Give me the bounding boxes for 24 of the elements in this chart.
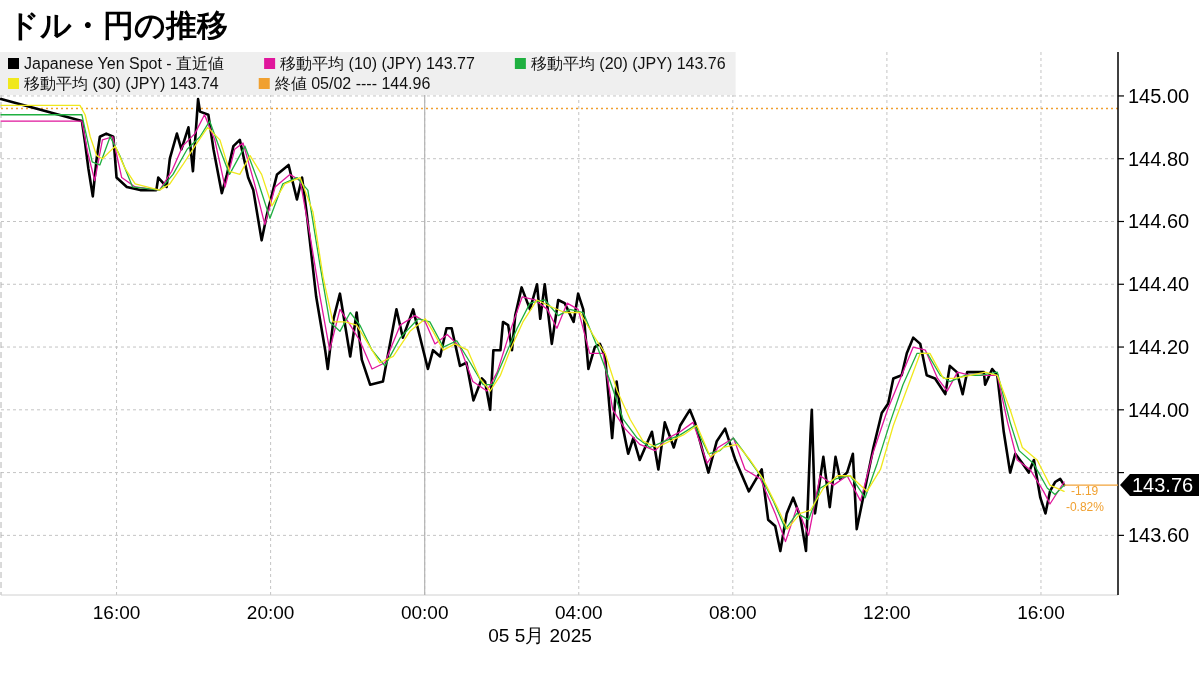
x-tick-label: 00:00 <box>400 602 449 623</box>
y-tick-label: 143.60 <box>1128 524 1190 547</box>
x-axis-title: 05 5月 2025 <box>488 625 592 646</box>
x-tick-label: 16:00 <box>1017 602 1065 623</box>
x-tick-label: 16:00 <box>92 602 141 623</box>
annotation: -0.82% <box>1065 500 1105 515</box>
x-tick-label: 08:00 <box>709 602 757 623</box>
x-tick-label: 04:00 <box>554 602 603 623</box>
y-tick-label: 144.40 <box>1128 273 1190 296</box>
x-tick-label: 20:00 <box>246 602 295 623</box>
annotation: -1.19 <box>1070 484 1099 499</box>
y-tick-label: 144.00 <box>1128 398 1190 421</box>
legend-label: 移動平均 (30) (JPY) 143.74 <box>24 75 219 92</box>
y-tick-label: 144.20 <box>1128 336 1190 359</box>
y-tick-label: 144.60 <box>1128 210 1190 233</box>
legend-label: 終値 05/02 ---- 144.96 <box>273 75 431 92</box>
y-tick-label: 145.00 <box>1128 84 1190 107</box>
chart-title: ドル・円の推移 <box>8 8 228 43</box>
data-label: 143.76 <box>1132 474 1194 497</box>
y-tick-label: 144.80 <box>1128 147 1190 170</box>
legend-label: Japanese Yen Spot - 直近値 <box>24 55 225 72</box>
x-tick-label: 12:00 <box>863 602 911 623</box>
legend-label: 移動平均 (10) (JPY) 143.77 <box>280 55 475 72</box>
legend-label: 移動平均 (20) (JPY) 143.76 <box>530 55 726 72</box>
